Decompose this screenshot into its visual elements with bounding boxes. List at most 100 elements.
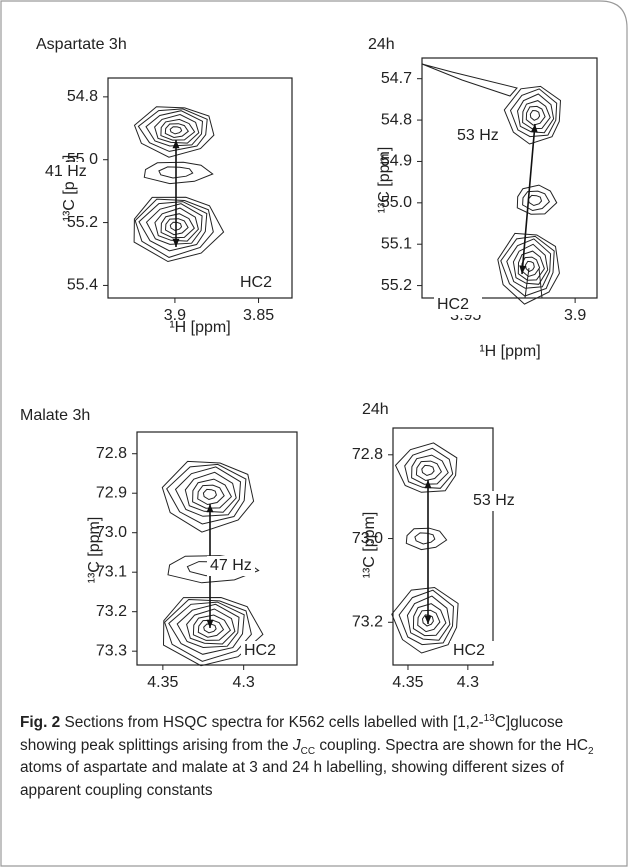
contour-line bbox=[506, 238, 552, 289]
contour-line bbox=[421, 464, 435, 477]
annotation-bg bbox=[434, 295, 482, 315]
plot-frame bbox=[421, 57, 598, 299]
annotation: 47 Hz bbox=[210, 557, 252, 574]
contour-line bbox=[174, 466, 242, 517]
arrow-head bbox=[424, 480, 432, 489]
contour-line bbox=[164, 218, 189, 236]
y-tick-label: 54.8 bbox=[381, 111, 412, 128]
annotation-bg bbox=[470, 491, 518, 511]
contour-line bbox=[524, 267, 543, 299]
contour-line bbox=[203, 623, 217, 634]
y-tick-label: 54.7 bbox=[381, 70, 412, 87]
x-axis-label: ¹H [ppm] bbox=[169, 319, 230, 336]
contour-line bbox=[516, 184, 558, 215]
annotation-bg bbox=[237, 273, 285, 293]
panel-title: Malate 3h bbox=[20, 407, 90, 424]
y-tick-label: 73.0 bbox=[352, 530, 383, 547]
y-tick-label: 55.2 bbox=[67, 214, 98, 231]
contour-line bbox=[164, 598, 252, 662]
contour-line bbox=[421, 614, 434, 627]
y-tick-label: 55.1 bbox=[381, 235, 412, 252]
contour-line bbox=[186, 608, 236, 645]
contour-line bbox=[398, 589, 455, 646]
contour-line bbox=[138, 201, 208, 252]
contour-line bbox=[133, 106, 215, 158]
annotation: 53 Hz bbox=[457, 127, 499, 144]
contour-line bbox=[415, 460, 443, 482]
annotation: 41 Hz bbox=[45, 163, 87, 180]
contour-line bbox=[137, 108, 208, 152]
contour-line bbox=[160, 213, 195, 239]
x-tick-label: 4.3 bbox=[233, 674, 255, 691]
contour-line bbox=[192, 478, 233, 509]
caption-text: Sections from HSQC spectra for K562 cell… bbox=[64, 714, 484, 731]
y-tick-label: 54.8 bbox=[67, 88, 98, 105]
contour-line bbox=[406, 595, 451, 641]
contour-line bbox=[417, 609, 441, 633]
contour-line bbox=[394, 442, 458, 493]
y-axis-label: ¹³C [ppm] bbox=[361, 512, 378, 579]
y-tick-label: 54.9 bbox=[381, 153, 412, 170]
y-axis-label: ¹³C [ppm] bbox=[376, 147, 393, 214]
y-tick-label: 73.1 bbox=[96, 563, 127, 580]
y-tick-label: 72.9 bbox=[96, 484, 127, 501]
figure-caption: Fig. 2 Sections from HSQC spectra for K5… bbox=[20, 712, 615, 802]
contour-line bbox=[391, 586, 459, 654]
arrow-head bbox=[172, 238, 180, 247]
caption-text: atoms of aspartate and malate at 3 and 2… bbox=[20, 759, 564, 799]
contour-line bbox=[414, 532, 436, 545]
caption-text: 13 bbox=[483, 712, 495, 724]
x-tick-label: 4.35 bbox=[392, 674, 423, 691]
plot-frame bbox=[107, 77, 293, 299]
x-tick-label: 3.85 bbox=[243, 307, 274, 324]
annotation-bg bbox=[42, 162, 90, 182]
contour-line bbox=[164, 123, 189, 139]
contour-line bbox=[145, 203, 203, 245]
contour-line bbox=[500, 235, 555, 297]
annotation: HC2 bbox=[437, 296, 469, 313]
contour-line bbox=[525, 105, 546, 126]
contour-line bbox=[509, 88, 558, 138]
contour-line bbox=[134, 198, 214, 258]
arrow-head bbox=[424, 615, 432, 624]
panel-title: 24h bbox=[368, 36, 395, 53]
contour-line bbox=[197, 484, 225, 506]
coupling-arrow bbox=[521, 123, 536, 275]
contour-line bbox=[516, 93, 555, 134]
x-tick-label: 4.35 bbox=[147, 674, 178, 691]
contour-line bbox=[522, 190, 551, 212]
contour-line bbox=[421, 63, 518, 97]
y-tick-label: 73.3 bbox=[96, 642, 127, 659]
contour-line bbox=[145, 110, 204, 147]
contour-line bbox=[497, 232, 560, 305]
annotation: HC2 bbox=[453, 642, 485, 659]
x-tick-label: 3.9 bbox=[164, 307, 186, 324]
panel-title: 24h bbox=[362, 401, 389, 418]
arrow-head bbox=[172, 140, 180, 149]
contour-line bbox=[158, 166, 194, 179]
contour-line bbox=[176, 603, 240, 649]
arrow-head bbox=[206, 619, 214, 628]
contour-line bbox=[522, 100, 551, 130]
x-tick-label: 4.3 bbox=[457, 674, 479, 691]
contour-line bbox=[166, 463, 247, 525]
annotation-bg bbox=[454, 126, 502, 146]
contour-line bbox=[161, 460, 255, 533]
contour-line bbox=[143, 161, 214, 185]
annotation-bg bbox=[241, 641, 289, 661]
contour-line bbox=[202, 488, 217, 501]
contour-line bbox=[169, 126, 183, 135]
caption-text: J bbox=[292, 736, 301, 754]
contour-line bbox=[404, 447, 454, 489]
contour-line bbox=[184, 471, 237, 513]
contour-line bbox=[412, 603, 447, 637]
y-axis-label: ¹³C [ppm] bbox=[86, 517, 103, 584]
x-axis-label: ¹H [ppm] bbox=[479, 343, 540, 360]
arrow-head bbox=[206, 504, 214, 513]
contour-line bbox=[503, 85, 562, 145]
contour-line bbox=[197, 619, 225, 638]
annotation: HC2 bbox=[244, 642, 276, 659]
y-tick-label: 73.0 bbox=[96, 524, 127, 541]
y-tick-label: 72.8 bbox=[96, 445, 127, 462]
arrow-head bbox=[519, 265, 527, 274]
